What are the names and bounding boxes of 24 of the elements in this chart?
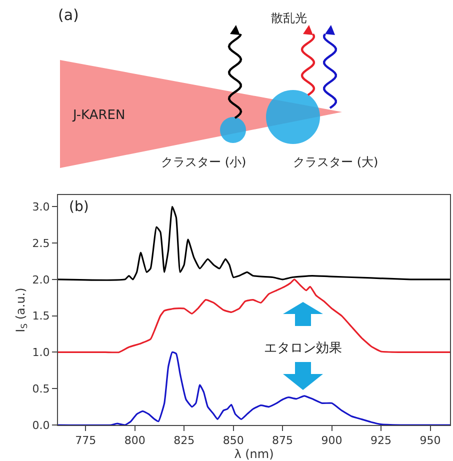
y-tick-label: 1.0 xyxy=(32,346,50,360)
x-tick-label: 950 xyxy=(420,434,441,448)
y-tick-label: 0.5 xyxy=(32,382,50,396)
line-series xyxy=(58,278,450,354)
x-tick-label: 875 xyxy=(272,434,294,448)
x-tick-label: 800 xyxy=(124,434,146,448)
y-tick-label: 2.5 xyxy=(32,236,50,250)
text: クラスター (小) xyxy=(161,155,246,169)
x-tick-label: 825 xyxy=(174,434,195,448)
text: J-KAREN xyxy=(72,108,126,123)
x-tick-label: 900 xyxy=(321,434,342,448)
y-tick-label: 0.0 xyxy=(32,418,50,432)
text: (a) xyxy=(58,6,79,24)
x-tick-label: 850 xyxy=(222,434,244,448)
annotation: (b) xyxy=(69,199,89,215)
y-tick-label: 1.5 xyxy=(32,310,50,323)
x-tick-label: 925 xyxy=(370,434,392,448)
x-tick-label: 775 xyxy=(75,434,96,448)
x-axis-title: λ (nm) xyxy=(234,447,274,461)
y-tick-label: 2.0 xyxy=(32,273,50,286)
text: クラスター (大) xyxy=(293,155,378,169)
text: 散乱光 xyxy=(271,11,307,25)
annotation: エタロン効果 xyxy=(264,341,342,356)
y-tick-label: 3.0 xyxy=(32,200,50,214)
